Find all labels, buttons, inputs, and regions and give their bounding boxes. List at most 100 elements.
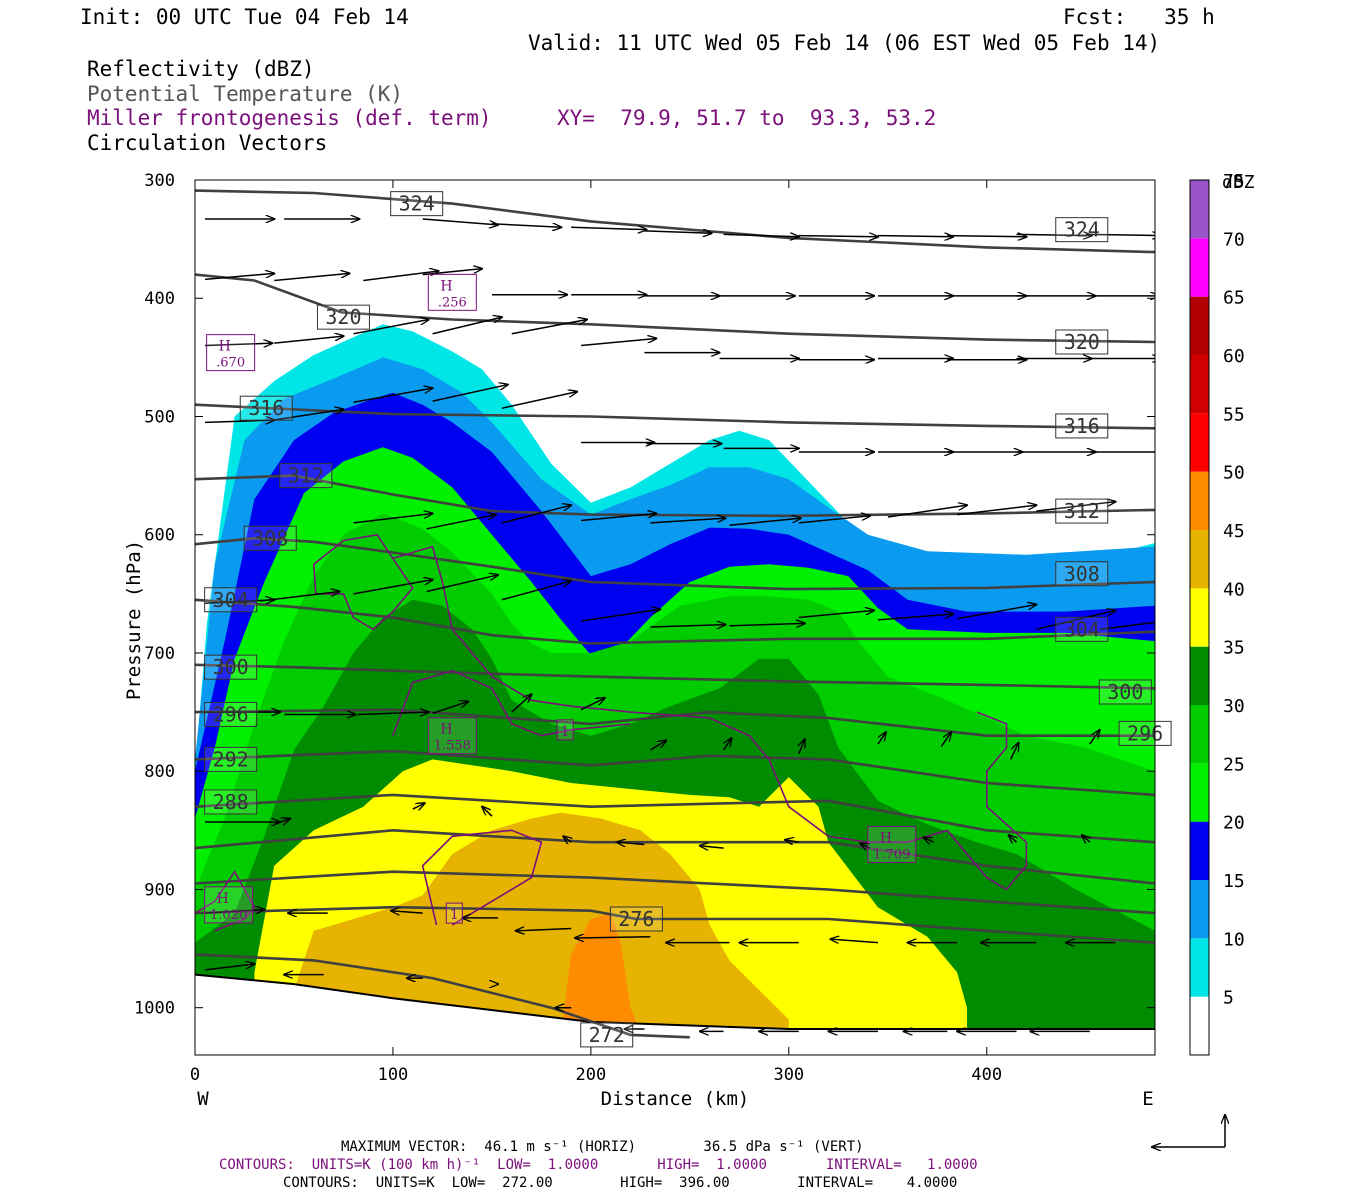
y-tick-label: 900 bbox=[144, 880, 175, 900]
theta-contour-308 bbox=[195, 536, 1155, 591]
circulation-vector bbox=[274, 409, 343, 421]
fronto-contour-note: CONTOURS: UNITS=K (100 km h)⁻¹ LOW= 1.00… bbox=[219, 1157, 978, 1173]
y-tick-label: 300 bbox=[144, 171, 175, 191]
fronto-label-kind: H bbox=[219, 339, 231, 355]
x-tick-label: 400 bbox=[971, 1065, 1002, 1085]
theta-label-300: 300 bbox=[204, 654, 258, 680]
circulation-vector bbox=[723, 234, 799, 236]
theta-label-316: 316 bbox=[239, 395, 293, 421]
fronto-label-box bbox=[427, 717, 477, 755]
theta-label-text: 300 bbox=[1107, 680, 1143, 704]
theta-label-320: 320 bbox=[1055, 329, 1109, 355]
theta-label-296: 296 bbox=[1118, 720, 1172, 746]
theta-label-300: 300 bbox=[1098, 679, 1152, 705]
circulation-vector bbox=[877, 236, 953, 237]
circulation-vector bbox=[426, 575, 498, 593]
circulation-vector bbox=[363, 271, 438, 282]
theta-label-text: 300 bbox=[213, 655, 249, 679]
fronto-label-H: H1.020 bbox=[204, 886, 254, 924]
theta-label-308: 308 bbox=[1055, 561, 1109, 587]
colorbar-swatch bbox=[1190, 705, 1209, 764]
circulation-vector bbox=[432, 385, 508, 402]
colorbar-tick-label: 70 bbox=[1223, 229, 1245, 250]
theta-label-box bbox=[1055, 413, 1109, 439]
theta-contour-324 bbox=[195, 189, 1155, 254]
plot-frame bbox=[194, 179, 1156, 1056]
colorbar-swatch bbox=[1190, 355, 1209, 414]
colorbar-swatch bbox=[1190, 413, 1209, 472]
circulation-vector bbox=[957, 505, 1036, 516]
circulation-vector bbox=[274, 819, 290, 825]
contour-labels: 324 324 320 320 316 316 312 312 308 308 304 304 300 3… bbox=[204, 191, 1172, 1048]
theta-label-272: 272 bbox=[580, 1022, 634, 1048]
circulation-vector bbox=[798, 610, 874, 619]
colorbar-tick-label: 60 bbox=[1223, 346, 1245, 367]
fronto-label-H: H.670 bbox=[206, 334, 256, 372]
fronto-label-value: .256 bbox=[438, 295, 467, 310]
circulation-vector bbox=[799, 739, 805, 754]
circulation-vector bbox=[357, 712, 428, 714]
field-theta-title: Potential Temperature (K) bbox=[87, 82, 404, 106]
theta-label-box bbox=[580, 1022, 634, 1048]
terrain-mask bbox=[195, 974, 1155, 1055]
theta-contour-note: CONTOURS: UNITS=K LOW= 272.00 HIGH= 396.… bbox=[283, 1175, 958, 1191]
circulation-vector bbox=[501, 392, 577, 409]
theta-label-text: 304 bbox=[1064, 617, 1100, 641]
fronto-label-box bbox=[206, 334, 256, 372]
circulation-vector bbox=[501, 581, 571, 601]
fronto-label-kind: H bbox=[440, 278, 452, 294]
circulation-vector bbox=[924, 837, 934, 842]
field-frontogenesis-title: Miller frontogenesis (def. term) bbox=[87, 106, 492, 130]
theta-label-box bbox=[239, 395, 293, 421]
y-axis-title: Pressure (hPa) bbox=[123, 540, 145, 700]
circulation-vector bbox=[581, 513, 656, 522]
circulation-vector bbox=[432, 317, 502, 335]
colorbar-tick-label: 40 bbox=[1223, 579, 1245, 600]
theta-label-box bbox=[609, 906, 663, 932]
colorbar-swatch bbox=[1190, 471, 1209, 530]
circulation-vector bbox=[260, 591, 339, 602]
circulation-vector bbox=[426, 515, 496, 530]
theta-label-text: 320 bbox=[1064, 330, 1100, 354]
theta-label-296: 296 bbox=[204, 701, 258, 727]
frontogenesis-contour-2 bbox=[392, 545, 1028, 891]
fronto-label-L: 1 bbox=[445, 902, 463, 924]
theta-label-312: 312 bbox=[279, 463, 333, 489]
circulation-vector bbox=[650, 625, 725, 627]
fronto-label-box bbox=[445, 902, 463, 924]
colorbar-swatch bbox=[1190, 180, 1209, 239]
theta-label-text: 304 bbox=[213, 588, 249, 612]
colorbar-tick-label: 65 bbox=[1223, 288, 1245, 309]
frontogenesis-contour-1 bbox=[312, 533, 414, 631]
theta-label-box bbox=[316, 304, 370, 330]
cross-section-endpoints: XY= 79.9, 51.7 to 93.3, 53.2 bbox=[557, 106, 937, 130]
circulation-vector bbox=[722, 738, 732, 751]
theta-contour-304 bbox=[195, 598, 1155, 645]
east-label: E bbox=[1142, 1088, 1153, 1110]
theta-label-box bbox=[1118, 720, 1172, 746]
theta-label-320: 320 bbox=[316, 304, 370, 330]
fronto-label-value: .670 bbox=[216, 356, 245, 371]
colorbar-swatch bbox=[1190, 996, 1209, 1055]
theta-label-box bbox=[204, 654, 258, 680]
fronto-label-box bbox=[867, 826, 917, 864]
theta-contour-296 bbox=[195, 708, 1155, 738]
circulation-vector bbox=[1016, 234, 1092, 235]
x-tick-label: 0 bbox=[190, 1065, 200, 1085]
fronto-label-L: 1 bbox=[556, 719, 574, 741]
colorbar-tick-label: 20 bbox=[1223, 813, 1245, 834]
theta-label-box bbox=[279, 463, 333, 489]
theta-label-288: 288 bbox=[204, 789, 258, 815]
circulation-vector bbox=[940, 732, 951, 747]
y-tick-label: 700 bbox=[144, 644, 175, 664]
reflectivity-area-45dbz bbox=[561, 913, 641, 1055]
theta-label-box bbox=[1055, 217, 1109, 243]
theta-label-box bbox=[1055, 329, 1109, 355]
theta-label-box bbox=[1098, 679, 1152, 705]
circulation-vector bbox=[391, 911, 423, 913]
theta-contour-284 bbox=[195, 828, 1155, 885]
colorbar-swatch bbox=[1190, 238, 1209, 297]
circulation-vector bbox=[422, 218, 498, 225]
theta-label-box bbox=[243, 525, 297, 551]
